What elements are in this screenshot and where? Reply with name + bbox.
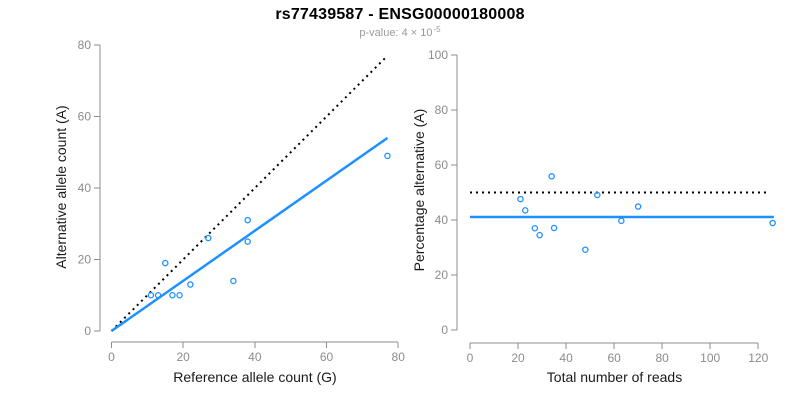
data-point [531, 224, 539, 232]
data-point [230, 277, 237, 285]
data-point [517, 195, 524, 203]
data-point [205, 234, 212, 242]
pvalue-exponent: -5 [433, 25, 441, 34]
x-tick-label: 60 [320, 350, 334, 364]
x-tick-label: 60 [607, 351, 621, 365]
x-tick-label: 120 [748, 351, 768, 365]
data-point [147, 291, 155, 299]
data-point [548, 173, 555, 180]
x-tick-label: 40 [559, 351, 573, 365]
data-point [176, 291, 183, 299]
x-tick-label: 20 [511, 351, 525, 365]
data-point [769, 219, 776, 227]
left-y-axis-title: Alternative allele count (A) [53, 105, 69, 269]
data-point [521, 207, 529, 214]
data-point [154, 291, 162, 299]
x-tick-label: 20 [177, 350, 191, 364]
identity-line [110, 55, 389, 332]
x-tick-label: 0 [467, 351, 474, 365]
y-tick-label: 40 [435, 213, 449, 227]
right-y-axis-title: Percentage alternative (A) [411, 108, 427, 272]
y-tick-label: 60 [435, 158, 449, 172]
data-point [187, 281, 194, 288]
data-point [618, 217, 625, 225]
y-tick-label: 80 [435, 103, 449, 117]
data-point [594, 191, 601, 199]
data-point [244, 216, 251, 224]
y-tick-label: 20 [435, 268, 449, 282]
allele-counts-plot: 0 20 40 60 80 0 20 40 60 80 [78, 38, 406, 364]
y-tick-label: 60 [78, 110, 92, 124]
x-tick-label: 0 [108, 350, 115, 364]
left-x-axis-title: Reference allele count (G) [173, 369, 337, 385]
y-tick-label: 80 [78, 38, 92, 52]
y-tick-label: 0 [84, 324, 91, 338]
pvalue-subtitle: p-value: 4 × 10-5 [0, 25, 800, 39]
y-tick-label: 40 [78, 181, 92, 195]
x-tick-label: 40 [248, 350, 262, 364]
percentage-vs-reads-plot: 0 20 40 60 80 100 120 0 20 40 60 80 100 [428, 48, 776, 365]
data-point [550, 224, 558, 232]
data-point [634, 203, 642, 210]
x-tick-label: 80 [655, 351, 669, 365]
fit-line [110, 136, 389, 333]
y-tick-label: 0 [441, 323, 448, 337]
data-point [536, 231, 543, 239]
x-tick-label: 80 [392, 350, 406, 364]
data-point [162, 259, 169, 267]
data-point [582, 246, 589, 253]
x-tick-label: 100 [700, 351, 720, 365]
y-tick-label: 100 [428, 48, 448, 62]
pvalue-text: p-value: 4 × 10 [359, 27, 433, 39]
data-point [244, 238, 251, 245]
data-point [384, 152, 391, 160]
page-title: rs77439587 - ENSG00000180008 [275, 6, 525, 23]
y-tick-label: 20 [78, 253, 92, 267]
data-point [169, 291, 176, 299]
right-x-axis-title: Total number of reads [546, 369, 683, 385]
